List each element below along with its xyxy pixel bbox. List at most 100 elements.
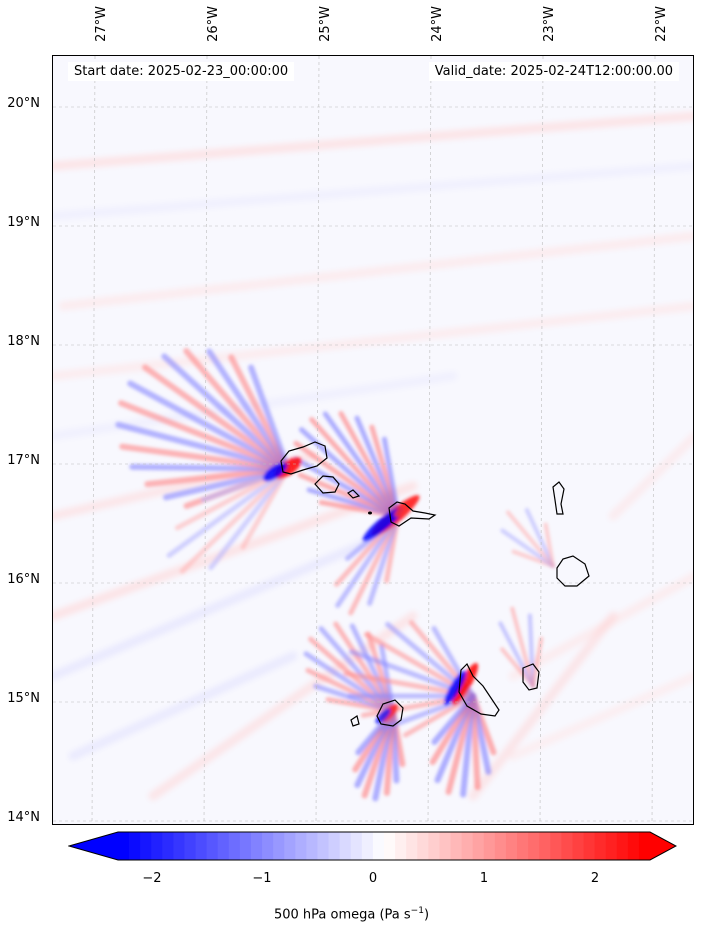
colorbar-tick: 0 <box>368 871 378 886</box>
colorbar-cell <box>306 832 319 860</box>
omega-streak <box>53 111 693 171</box>
omega-wave-ray <box>498 621 535 688</box>
gridline-lon <box>651 56 656 824</box>
colorbar-cells <box>69 832 676 860</box>
omega-wave-ray <box>118 400 291 472</box>
gridline-lon <box>427 56 432 824</box>
gridlines <box>53 56 693 824</box>
colorbar-cell <box>239 832 252 860</box>
colorbar-tick: −1 <box>252 871 272 886</box>
omega-wave-ray <box>183 348 291 472</box>
lon-label: 27°W <box>94 6 109 42</box>
colorbar-cell <box>361 832 374 860</box>
lat-label: 16°N <box>7 572 40 587</box>
colorbar-cell <box>384 832 396 860</box>
omega-wave-ray <box>510 606 535 688</box>
omega-wave-ray <box>119 443 291 472</box>
lat-label: 15°N <box>7 691 40 706</box>
island-outline <box>368 511 372 515</box>
colorbar-cell <box>184 832 197 860</box>
omega-wave-ray <box>506 510 555 568</box>
island-outline <box>556 555 590 587</box>
omega-streak <box>468 611 618 801</box>
colorbar-cell <box>616 832 629 860</box>
omega-wave-ray <box>531 636 544 688</box>
colorbar-cell <box>483 832 496 860</box>
colorbar-cell <box>539 832 551 860</box>
colorbar-cell <box>118 832 130 860</box>
island-outline <box>314 475 340 494</box>
island-outline <box>552 481 565 515</box>
gridline-lon <box>539 56 544 824</box>
valid-date-label: Valid_date: 2025-02-24T12:00:00.00 <box>428 62 679 81</box>
lat-label: 18°N <box>7 334 40 349</box>
island-outline <box>376 699 404 727</box>
colorbar-cell <box>461 832 474 860</box>
colorbar-cell <box>151 832 163 860</box>
colorbar-cell <box>162 832 175 860</box>
map-canvas <box>53 56 693 824</box>
colorbar-cell <box>550 832 562 860</box>
colorbar-cell <box>605 832 618 860</box>
lat-label: 20°N <box>7 96 40 111</box>
colorbar-cell <box>350 832 363 860</box>
colorbar-extend-low <box>69 832 118 860</box>
colorbar-cell <box>406 832 418 860</box>
colorbar-cell <box>450 832 463 860</box>
colorbar-cell <box>273 832 285 860</box>
colorbar-label: 500 hPa omega (Pa s−1) <box>0 906 703 922</box>
lat-label: 19°N <box>7 215 40 230</box>
omega-streak <box>608 431 693 521</box>
lon-label: 22°W <box>654 6 669 42</box>
colorbar-label-close: ) <box>423 907 430 923</box>
colorbar-cell <box>284 832 296 860</box>
omega-wave-ray <box>208 466 291 571</box>
colorbar-cell <box>417 832 429 860</box>
colorbar-cell <box>328 832 341 860</box>
gridline-lon <box>315 56 320 824</box>
omega-streak <box>53 301 693 381</box>
lon-label: 25°W <box>318 6 333 42</box>
colorbar-cell <box>262 832 274 860</box>
island-outline <box>522 663 540 691</box>
colorbar-cell <box>638 832 651 860</box>
island-outline <box>350 715 360 727</box>
colorbar-tick: 2 <box>590 871 600 886</box>
colorbar-cell <box>140 832 152 860</box>
omega-wave-ray <box>127 380 291 472</box>
omega-wave-ray <box>129 463 291 472</box>
gridline-lon <box>203 56 208 824</box>
colorbar-cell <box>195 832 208 860</box>
omega-wave-ray <box>348 513 401 616</box>
colorbar-cell <box>583 832 596 860</box>
omega-wave-ray <box>431 693 476 745</box>
omega-streak <box>68 651 298 761</box>
colorbar-cell <box>395 832 407 860</box>
island-outline <box>458 662 500 717</box>
omega-streak <box>58 231 693 311</box>
colorbar-cell <box>339 832 352 860</box>
colorbar-cell <box>594 832 607 860</box>
omega-wave-ray <box>248 364 291 472</box>
omega-streak <box>53 531 388 681</box>
omega-wave-ray <box>500 528 555 568</box>
omega-dipole <box>263 462 287 482</box>
colorbar-cell <box>439 832 452 860</box>
omega-dipole <box>362 506 404 542</box>
colorbar-outline <box>68 831 677 861</box>
island-coastlines <box>280 441 590 727</box>
island-outline <box>388 501 437 527</box>
gridline-lon <box>91 56 96 824</box>
colorbar-cell <box>295 832 308 860</box>
colorbar-cell <box>251 832 263 860</box>
colorbar-cell <box>206 832 219 860</box>
colorbar-label-exponent: −1 <box>410 906 424 916</box>
lat-label: 17°N <box>7 453 40 468</box>
map-plot-area[interactable] <box>52 55 694 825</box>
colorbar-cell <box>494 832 507 860</box>
colorbar-cell <box>372 832 385 860</box>
lon-label: 24°W <box>430 6 445 42</box>
omega-wave-ray <box>179 466 291 574</box>
colorbar-label-text: 500 hPa omega (Pa s <box>273 907 411 923</box>
colorbar-cell <box>528 832 540 860</box>
